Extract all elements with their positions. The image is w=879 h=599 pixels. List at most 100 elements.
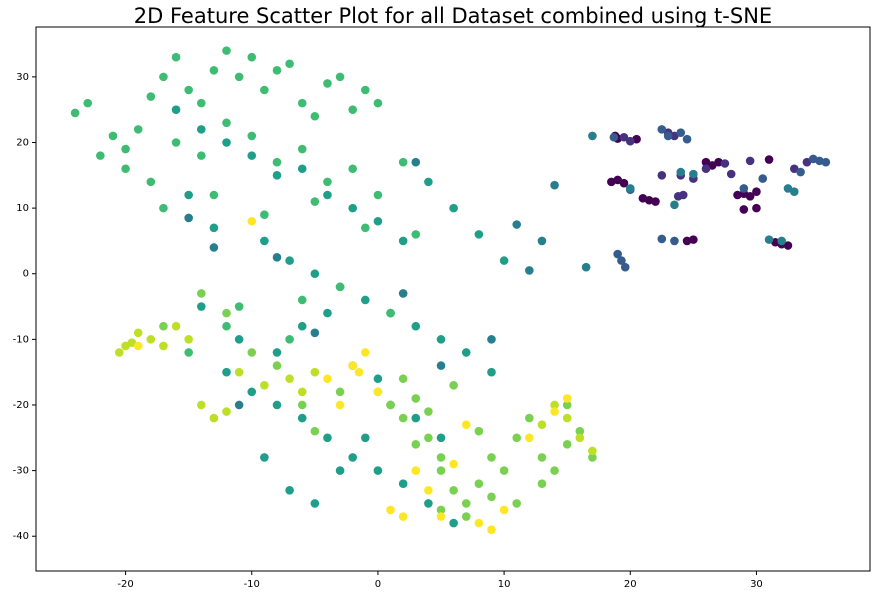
point	[234, 335, 244, 344]
point	[474, 479, 484, 489]
point	[285, 335, 294, 344]
point	[398, 512, 408, 521]
point	[726, 169, 736, 179]
point	[789, 164, 799, 174]
point	[209, 66, 219, 75]
point	[398, 236, 408, 246]
point	[720, 159, 730, 168]
point	[525, 433, 534, 443]
point	[83, 98, 93, 108]
point	[222, 138, 231, 147]
point	[821, 157, 831, 167]
point	[222, 321, 231, 331]
point	[361, 223, 370, 233]
y-tick-label: -20	[13, 400, 29, 411]
chart-title: 2D Feature Scatter Plot for all Dataset …	[134, 4, 772, 28]
point	[159, 203, 168, 213]
point	[613, 175, 622, 185]
y-tick-label: 20	[16, 137, 29, 148]
point	[581, 262, 591, 272]
y-tick-label: 10	[16, 203, 29, 214]
point	[386, 400, 395, 410]
point	[676, 128, 686, 137]
point	[373, 98, 383, 108]
point	[335, 466, 345, 475]
point	[272, 171, 282, 180]
y-tick-label: 0	[23, 269, 29, 280]
point	[373, 387, 383, 397]
point	[670, 131, 679, 141]
point	[373, 216, 383, 226]
point	[745, 156, 755, 166]
point	[424, 177, 433, 187]
point	[424, 407, 433, 416]
point	[335, 282, 345, 292]
point	[234, 367, 244, 377]
point	[247, 387, 257, 397]
point	[196, 98, 206, 108]
point	[449, 485, 458, 495]
point	[436, 335, 446, 344]
point	[398, 157, 408, 167]
point	[335, 400, 345, 410]
point	[625, 136, 635, 146]
point	[424, 499, 433, 508]
point	[348, 453, 357, 462]
point	[449, 459, 458, 469]
y-tick-label: 30	[16, 72, 29, 83]
point	[310, 269, 320, 279]
point	[297, 413, 307, 423]
point	[588, 446, 597, 456]
point	[745, 192, 755, 201]
point	[436, 453, 446, 462]
point	[222, 118, 231, 128]
point	[209, 190, 219, 200]
point	[398, 479, 408, 489]
x-tick-label: -10	[244, 579, 260, 590]
point	[487, 525, 496, 534]
point	[411, 394, 421, 403]
point	[512, 499, 522, 508]
y-tick-label: -30	[13, 466, 29, 477]
point	[449, 203, 458, 213]
point	[323, 374, 332, 384]
point	[285, 485, 294, 495]
point	[789, 187, 799, 197]
point	[525, 266, 534, 275]
point	[310, 111, 320, 121]
point	[361, 348, 370, 357]
point	[562, 413, 572, 423]
point	[550, 407, 559, 416]
point	[449, 380, 458, 390]
point	[619, 178, 629, 188]
point	[285, 59, 294, 69]
point	[121, 341, 130, 351]
point	[222, 407, 231, 416]
point	[537, 420, 547, 429]
point	[323, 308, 332, 318]
point	[562, 394, 572, 403]
point	[361, 433, 370, 443]
point	[196, 151, 206, 160]
point	[297, 164, 307, 174]
point	[764, 235, 774, 244]
point	[196, 400, 206, 410]
point	[588, 453, 597, 462]
point	[196, 289, 206, 298]
point	[247, 131, 257, 141]
point	[625, 184, 635, 193]
point	[222, 46, 231, 55]
point	[613, 249, 622, 259]
point	[297, 98, 307, 108]
point	[196, 302, 206, 311]
point	[272, 348, 282, 357]
point	[657, 125, 667, 134]
point	[796, 167, 805, 177]
point	[487, 367, 496, 377]
point	[260, 236, 269, 246]
point	[537, 479, 547, 489]
point	[461, 499, 471, 508]
point	[222, 308, 231, 318]
point	[171, 321, 181, 331]
